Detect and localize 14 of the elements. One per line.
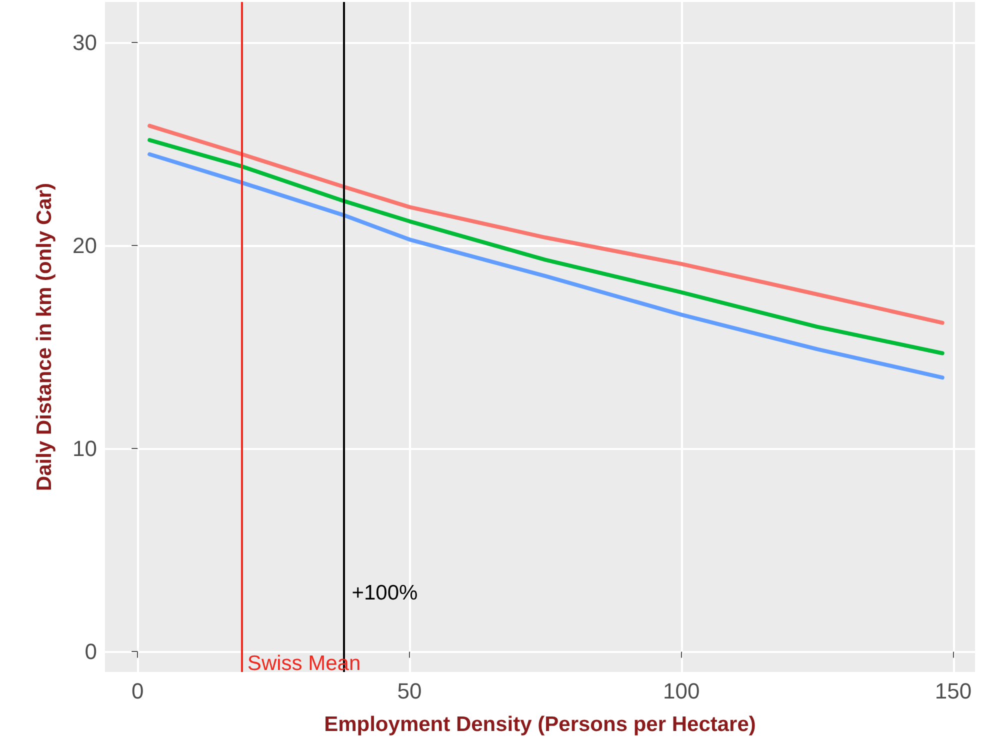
y-tick-label: 0 (84, 639, 97, 664)
x-tick-label: 150 (934, 678, 972, 704)
line-series (148, 138, 944, 356)
x-tick-label: 50 (397, 678, 422, 704)
line-series (148, 124, 944, 325)
x-tick-label: 0 (132, 678, 144, 704)
y-axis-title: Daily Distance in km (only Car) (33, 182, 56, 492)
y-tick-label: 30 (72, 30, 97, 56)
y-tick-label: 20 (72, 233, 97, 258)
y-tick-label: 10 (72, 436, 97, 462)
annotation: +100% (352, 581, 418, 604)
x-axis-title: Employment Density (Persons per Hectare) (324, 713, 756, 736)
x-tick-label: 100 (663, 678, 700, 704)
line-series (148, 152, 944, 380)
